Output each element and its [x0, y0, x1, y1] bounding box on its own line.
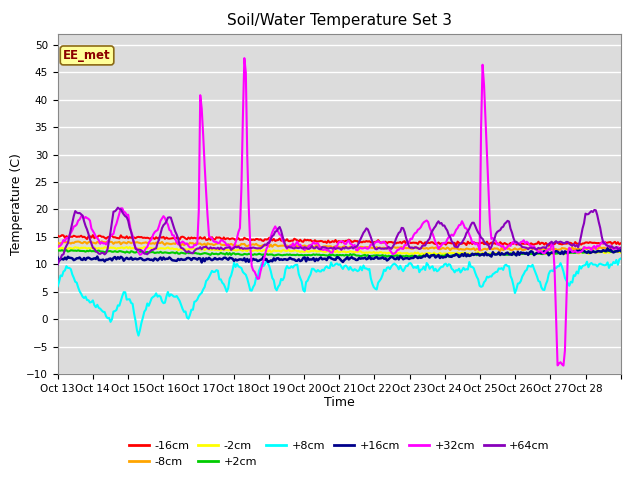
Y-axis label: Temperature (C): Temperature (C): [10, 153, 23, 255]
Legend: -16cm, -8cm, -2cm, +2cm, +8cm, +16cm, +32cm, +64cm: -16cm, -8cm, -2cm, +2cm, +8cm, +16cm, +3…: [124, 437, 554, 471]
X-axis label: Time: Time: [324, 396, 355, 408]
Text: EE_met: EE_met: [63, 49, 111, 62]
Title: Soil/Water Temperature Set 3: Soil/Water Temperature Set 3: [227, 13, 452, 28]
